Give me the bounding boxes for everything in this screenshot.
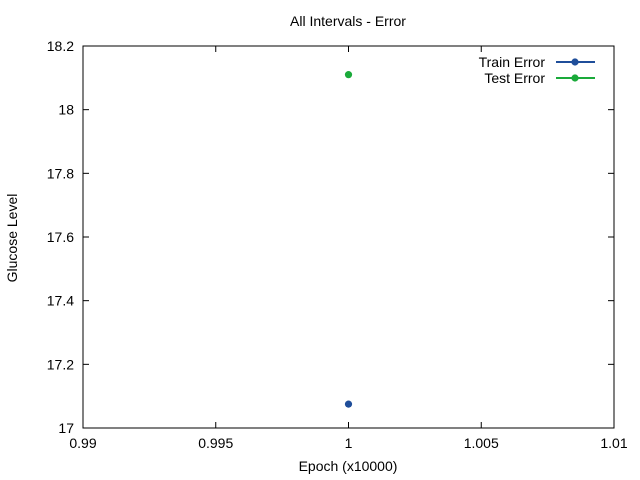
legend-marker-train-error	[571, 58, 579, 66]
ticks-layer	[82, 45, 615, 429]
y-tick-label: 18	[58, 102, 74, 118]
data-point-train-error	[344, 400, 353, 408]
data-point-test-error	[344, 71, 353, 79]
y-tick-label: 17.4	[47, 293, 74, 309]
legend-label-test-error: Test Error	[484, 70, 545, 86]
points-layer	[344, 71, 353, 408]
y-tick-label: 17.6	[47, 229, 74, 245]
x-tick-label: 0.995	[198, 435, 233, 451]
y-tick-label: 17	[58, 420, 74, 436]
x-tick-label: 0.99	[69, 435, 96, 451]
legend-marker-test-error	[571, 74, 579, 82]
y-tick-label: 17.2	[47, 356, 74, 372]
chart-title: All Intervals - Error	[290, 13, 406, 29]
x-tick-label: 1	[345, 435, 353, 451]
legend-label-train-error: Train Error	[479, 54, 546, 70]
y-tick-label: 17.8	[47, 165, 74, 181]
x-tick-label: 1.005	[464, 435, 499, 451]
x-axis-label: Epoch (x10000)	[299, 458, 398, 474]
y-axis-label: Glucose Level	[4, 194, 20, 283]
tick-labels-layer: 0.99 0.995 1 1.005 1.01 17 17.2 17.4 17.6 17.8 18 1…	[47, 38, 628, 451]
x-tick-label: 1.01	[600, 435, 627, 451]
y-tick-label: 18.2	[47, 38, 74, 54]
